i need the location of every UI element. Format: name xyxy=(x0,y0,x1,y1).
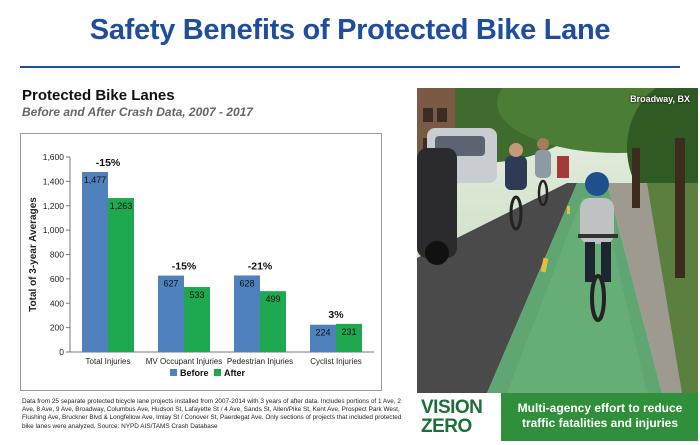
legend-swatch-after xyxy=(214,369,221,376)
y-axis-label: Total of 3-year Averages xyxy=(28,197,39,312)
percent-change-label: -15% xyxy=(96,157,121,169)
bar-data-label: 499 xyxy=(265,294,280,304)
bar-before xyxy=(234,275,260,352)
slide-title: Safety Benefits of Protected Bike Lane xyxy=(89,14,611,46)
percent-change-label: -21% xyxy=(248,260,273,272)
y-tick-label: 400 xyxy=(50,298,64,308)
y-tick-label: 1,600 xyxy=(43,152,65,162)
bar-data-label: 627 xyxy=(163,279,178,289)
vision-zero-logo: VISION ZERO xyxy=(417,393,501,441)
legend-label-after: After xyxy=(224,368,245,378)
bar-data-label: 1,263 xyxy=(110,201,133,211)
bar-data-label: 224 xyxy=(315,328,330,338)
bar-data-label: 533 xyxy=(189,290,204,300)
photo-caption: Broadway, BX xyxy=(630,94,690,104)
y-tick-label: 0 xyxy=(59,347,64,357)
bar-data-label: 1,477 xyxy=(84,175,107,185)
banner-tagline: Multi-agency effort to reduce traffic fa… xyxy=(517,401,683,430)
legend-label-before: Before xyxy=(180,368,209,378)
bar-after xyxy=(336,323,362,352)
bike-lane-photo: Broadway, BX xyxy=(417,88,698,393)
legend-swatch-before xyxy=(170,369,177,376)
y-tick-label: 1,400 xyxy=(43,176,65,186)
x-category-label: Total Injuries xyxy=(86,357,131,366)
y-tick-label: 1,000 xyxy=(43,225,65,235)
bar-after xyxy=(184,287,210,352)
title-divider xyxy=(20,66,680,68)
percent-change-label: 3% xyxy=(328,309,344,321)
chart-subtitle: Before and After Crash Data, 2007 - 2017 xyxy=(22,105,253,119)
data-footnote: Data from 25 separate protected bicycle … xyxy=(22,398,402,430)
y-tick-label: 1,200 xyxy=(43,201,65,211)
x-category-label: Cyclist Injuries xyxy=(310,357,362,366)
bar-after xyxy=(108,198,134,352)
bar-before xyxy=(82,171,108,352)
vision-zero-logo-line2: ZERO xyxy=(421,416,472,437)
y-tick-label: 200 xyxy=(50,323,64,333)
chart-title: Protected Bike Lanes xyxy=(22,87,175,104)
percent-change-label: -15% xyxy=(172,261,197,273)
photo-illustration xyxy=(417,88,698,393)
x-category-label: MV Occupant Injuries xyxy=(146,357,222,366)
bar-chart: 0 200 400 600 800 1,000 1,200 1,400 1,600 Total o… xyxy=(28,152,374,378)
vision-zero-banner: VISION ZERO Multi-agency effort to reduc… xyxy=(417,393,698,441)
x-category-label: Pedestrian Injuries xyxy=(227,357,293,366)
bar-before xyxy=(310,324,336,352)
y-tick-label: 600 xyxy=(50,274,64,284)
y-tick-label: 800 xyxy=(50,250,64,260)
vision-zero-logo-line1: VISION xyxy=(421,397,483,418)
bar-after xyxy=(260,291,286,352)
bar-data-label: 231 xyxy=(341,327,356,337)
bar-data-label: 628 xyxy=(239,278,254,288)
bar-before xyxy=(158,275,184,352)
